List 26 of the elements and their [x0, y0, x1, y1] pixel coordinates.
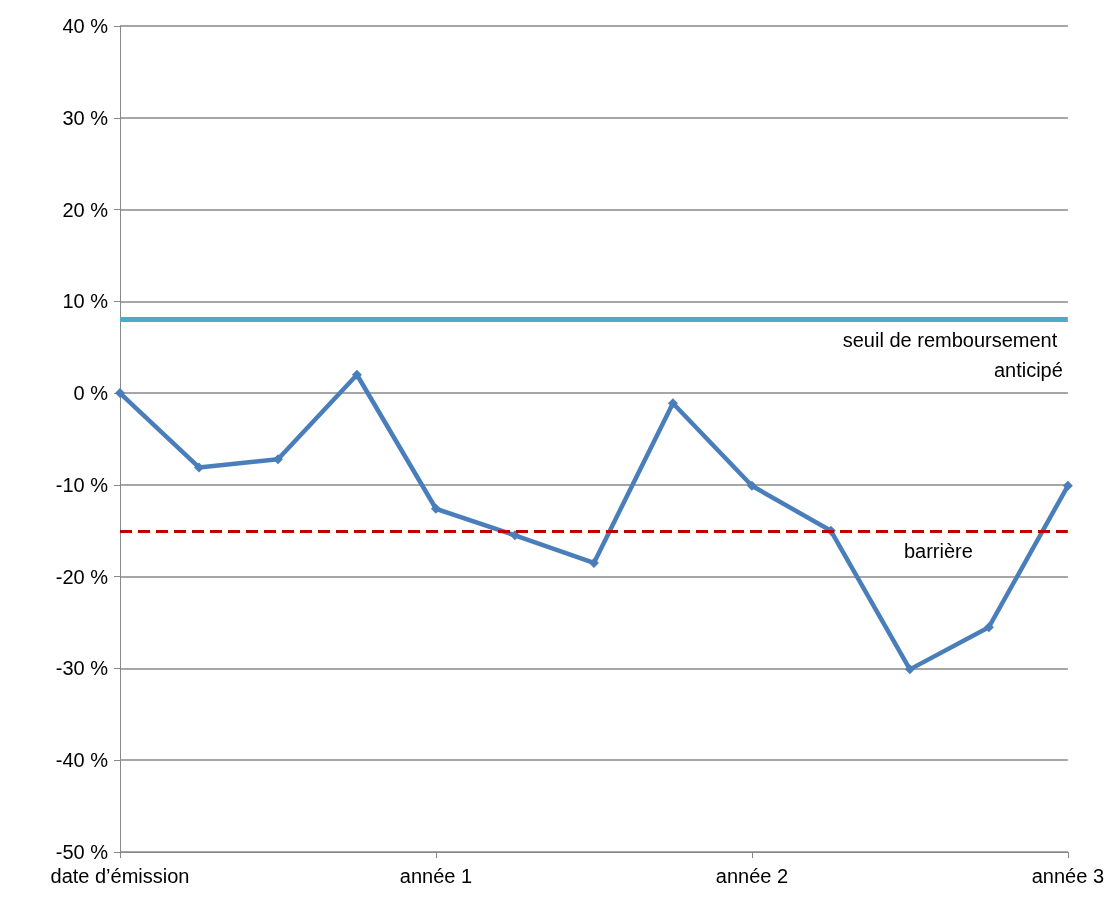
ref-line-label: seuil de remboursement anticipé [842, 328, 1063, 381]
y-tick-label: -10 % [55, 473, 109, 496]
point [983, 622, 994, 633]
y-tick-label: 0 % [73, 382, 109, 405]
y-tick-label: -50 % [55, 841, 109, 863]
y-tick-label: -30 % [55, 657, 109, 680]
ref-line-label: barrière [903, 539, 973, 562]
y-tick-label: 10 % [62, 290, 109, 313]
x-tick-label: année 2 [715, 865, 789, 887]
point [193, 462, 204, 473]
point [904, 664, 915, 675]
x-tick-label: année 3 [1031, 865, 1104, 887]
x-tick-label: année 1 [399, 865, 473, 887]
point [351, 369, 362, 380]
y-tick-label: -40 % [55, 749, 109, 772]
point [430, 503, 441, 514]
point [509, 530, 520, 541]
point [588, 557, 599, 568]
y-tick-label: -20 % [55, 565, 109, 588]
y-tick-label: 30 % [62, 106, 109, 129]
point [667, 398, 678, 409]
point [746, 480, 757, 491]
x-tick-label: date d’émission [50, 865, 190, 887]
y-tick-label: 20 % [62, 198, 109, 221]
y-tick-label: 40 % [62, 15, 109, 37]
point [1062, 480, 1073, 491]
